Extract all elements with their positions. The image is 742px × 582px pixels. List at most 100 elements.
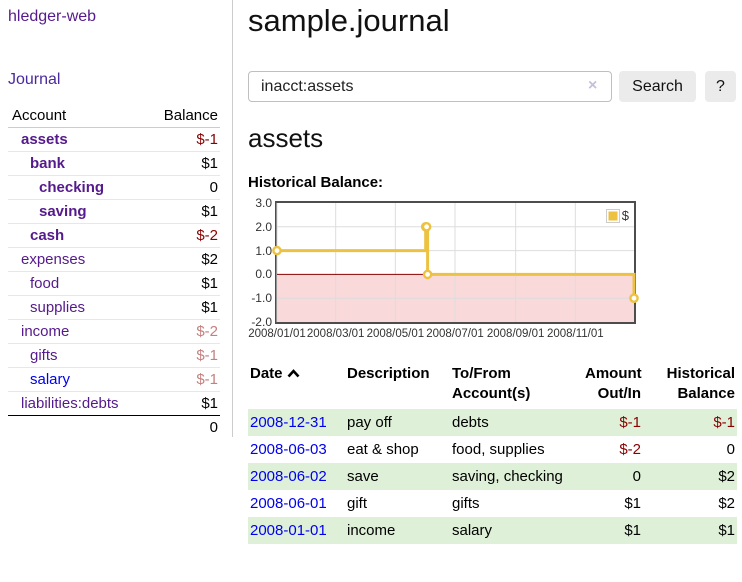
date-cell[interactable]: 2008-12-31 xyxy=(248,409,345,436)
table-row[interactable]: 2008-06-01 gift gifts $1 $2 xyxy=(248,490,737,517)
y-axis-tick-label: 3.0 xyxy=(255,196,272,210)
transaction-date-link[interactable]: 2008-06-03 xyxy=(250,441,327,458)
account-link[interactable]: income xyxy=(21,322,70,340)
sidebar-item-journal[interactable]: Journal xyxy=(8,71,61,88)
account-balance: $1 xyxy=(201,298,218,316)
accounts-table-body: assets $-1 bank $1 checking 0 saving $1 cash $-2 e… xyxy=(8,128,220,416)
account-balance: $1 xyxy=(201,202,218,220)
account-balance: $1 xyxy=(201,394,218,412)
account-balance: $-1 xyxy=(196,346,218,364)
chart-legend: $ xyxy=(603,207,631,224)
account-link[interactable]: saving xyxy=(39,202,87,220)
account-row: supplies $1 xyxy=(8,296,220,320)
help-button[interactable]: ? xyxy=(705,71,736,102)
account-balance: $-1 xyxy=(196,130,218,148)
account-balance: 0 xyxy=(209,178,218,196)
register-header-accounts: To/From Account(s) xyxy=(452,365,531,402)
transaction-date-link[interactable]: 2008-06-01 xyxy=(250,495,327,512)
description-cell: income xyxy=(347,522,396,539)
register-header-description: Description xyxy=(347,365,430,382)
description-cell: eat & shop xyxy=(347,441,419,458)
account-link[interactable]: expenses xyxy=(21,250,86,268)
account-link[interactable]: bank xyxy=(30,154,66,172)
account-link[interactable]: cash xyxy=(30,226,65,244)
search-input[interactable] xyxy=(248,71,612,102)
register-header-row: Date Description To/From Account(s) Amou… xyxy=(248,362,737,409)
register-header-date[interactable]: Date xyxy=(248,362,345,409)
register-header-amount: Amount Out/In xyxy=(585,365,642,402)
y-axis-tick-label: 1.0 xyxy=(255,243,272,258)
sort-ascending-icon xyxy=(287,364,300,384)
date-cell[interactable]: 2008-01-01 xyxy=(248,517,345,544)
account-row: saving $1 xyxy=(8,200,220,224)
y-axis-tick-label: 2.0 xyxy=(255,219,272,234)
balance-cell: $2 xyxy=(718,468,735,485)
accounts-table: Account Balance assets $-1 bank $1 checking 0… xyxy=(8,104,220,439)
account-link[interactable]: gifts xyxy=(30,346,58,364)
register-header-balance: Historical Balance xyxy=(666,365,735,402)
x-axis-tick-label: 2008/09/01 xyxy=(486,328,545,340)
balance-cell: $1 xyxy=(718,522,735,539)
y-axis-tick-label: 0.0 xyxy=(255,267,272,282)
sidebar-divider xyxy=(232,0,233,437)
table-row[interactable]: 2008-12-31 pay off debts $-1 $-1 xyxy=(248,409,737,436)
balance-cell: $2 xyxy=(718,495,735,512)
transaction-date-link[interactable]: 2008-01-01 xyxy=(250,522,327,539)
chart-title: Historical Balance: xyxy=(248,174,384,191)
account-link[interactable]: assets xyxy=(21,130,68,148)
account-link[interactable]: food xyxy=(30,274,60,292)
x-axis-tick-label: 2008/05/01 xyxy=(366,328,425,340)
account-balance: $1 xyxy=(201,274,218,292)
account-balance: $2 xyxy=(201,250,218,268)
account-balance: $-2 xyxy=(196,322,218,340)
table-row[interactable]: 2008-01-01 income salary $1 $1 xyxy=(248,517,737,544)
register-table: Date Description To/From Account(s) Amou… xyxy=(248,362,737,544)
transaction-date-link[interactable]: 2008-12-31 xyxy=(250,414,327,431)
balance-cell: $-1 xyxy=(713,414,735,431)
table-row[interactable]: 2008-06-02 save saving, checking 0 $2 xyxy=(248,463,737,490)
amount-cell: $1 xyxy=(624,522,641,539)
account-row: gifts $-1 xyxy=(8,344,220,368)
amount-cell: $-1 xyxy=(619,414,641,431)
account-link[interactable]: salary xyxy=(30,370,71,388)
accounts-header-balance: Balance xyxy=(145,104,220,128)
x-axis-tick-label: 2008/01/01 xyxy=(248,328,306,340)
accounts-cell: debts xyxy=(452,414,489,431)
date-cell[interactable]: 2008-06-02 xyxy=(248,463,345,490)
x-axis-tick-label: 2008/07/01 xyxy=(426,328,484,340)
table-row[interactable]: 2008-06-03 eat & shop food, supplies $-2 0 xyxy=(248,436,737,463)
clear-search-icon[interactable]: × xyxy=(588,77,598,94)
x-axis-tick-label: 2008/03/01 xyxy=(306,328,365,340)
amount-cell: $-2 xyxy=(619,441,641,458)
accounts-total-value: 0 xyxy=(145,415,220,439)
description-cell: pay off xyxy=(347,414,392,431)
date-cell[interactable]: 2008-06-01 xyxy=(248,490,345,517)
register-table-body: 2008-12-31 pay off debts $-1 $-1 2008-06-03 ea… xyxy=(248,409,737,544)
app-title-link[interactable]: hledger-web xyxy=(8,8,97,25)
chart-plot[interactable]: $ xyxy=(272,201,639,324)
y-axis-tick-label: -2.0 xyxy=(251,315,272,329)
page-title: sample.journal xyxy=(248,3,450,38)
accounts-cell: saving, checking xyxy=(452,468,563,485)
balance-cell: 0 xyxy=(726,441,735,458)
account-balance: $1 xyxy=(201,154,218,172)
legend-label: $ xyxy=(621,208,629,223)
account-balance: $-2 xyxy=(196,226,218,244)
description-cell: save xyxy=(347,468,379,485)
accounts-header-account: Account xyxy=(8,104,146,128)
amount-cell: $1 xyxy=(624,495,641,512)
account-row: expenses $2 xyxy=(8,248,220,272)
account-title: assets xyxy=(248,123,324,153)
account-link[interactable]: supplies xyxy=(30,298,86,316)
date-cell[interactable]: 2008-06-03 xyxy=(248,436,345,463)
transaction-date-link[interactable]: 2008-06-02 xyxy=(250,468,327,485)
accounts-cell: salary xyxy=(452,522,493,539)
search-button[interactable]: Search xyxy=(619,71,696,102)
amount-cell: 0 xyxy=(632,468,641,485)
account-row: bank $1 xyxy=(8,152,220,176)
account-row: income $-2 xyxy=(8,320,220,344)
account-link[interactable]: checking xyxy=(39,178,105,196)
accounts-cell: gifts xyxy=(452,495,480,512)
search-bar: × Search ? xyxy=(248,71,737,102)
account-link[interactable]: liabilities:debts xyxy=(21,394,119,412)
